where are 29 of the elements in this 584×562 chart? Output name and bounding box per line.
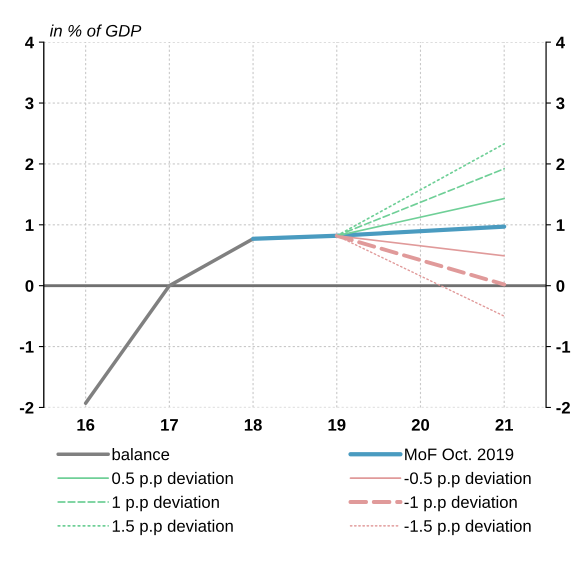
y-tick-label: 3 bbox=[25, 97, 34, 110]
y-tick-label: 1 bbox=[26, 219, 34, 231]
y2-tick-label: -1 bbox=[556, 341, 570, 353]
y2-tick-label: 0 bbox=[556, 280, 564, 292]
y2-tick-label: 2 bbox=[556, 158, 564, 170]
y2-tick-label: 3 bbox=[556, 97, 564, 110]
y-tick-label: 4 bbox=[25, 36, 34, 48]
x-tick-label: 20 bbox=[412, 419, 430, 431]
legend-label: -0.5 p.p deviation bbox=[404, 472, 531, 488]
legend-label: 1 p.p deviation bbox=[112, 496, 219, 512]
x-tick-label: 17 bbox=[161, 419, 178, 431]
y-tick-label: -1 bbox=[20, 341, 34, 353]
legend-label: 1.5 p.p deviation bbox=[112, 520, 233, 536]
x-tick-label: 16 bbox=[77, 419, 94, 431]
chart-subtitle: in % of GDP bbox=[50, 24, 142, 37]
x-tick-label: 19 bbox=[328, 419, 346, 431]
y2-tick-label: 1 bbox=[556, 219, 565, 231]
legend-label: MoF Oct. 2019 bbox=[405, 448, 514, 460]
legend-label: -1.5 p.p deviation bbox=[404, 520, 531, 536]
y-tick-label: 0 bbox=[25, 280, 34, 292]
legend-label: 0.5 p.p deviation bbox=[112, 472, 233, 488]
x-tick-label: 18 bbox=[244, 419, 262, 431]
y-tick-label: 2 bbox=[25, 158, 34, 170]
y2-tick-label: -2 bbox=[556, 402, 570, 414]
y-tick-label: -2 bbox=[20, 402, 34, 414]
x-tick-label: 21 bbox=[495, 419, 513, 431]
legend-label: balance bbox=[112, 448, 170, 460]
legend-label: -1 p.p deviation bbox=[404, 496, 517, 512]
y2-tick-label: 4 bbox=[556, 36, 565, 48]
